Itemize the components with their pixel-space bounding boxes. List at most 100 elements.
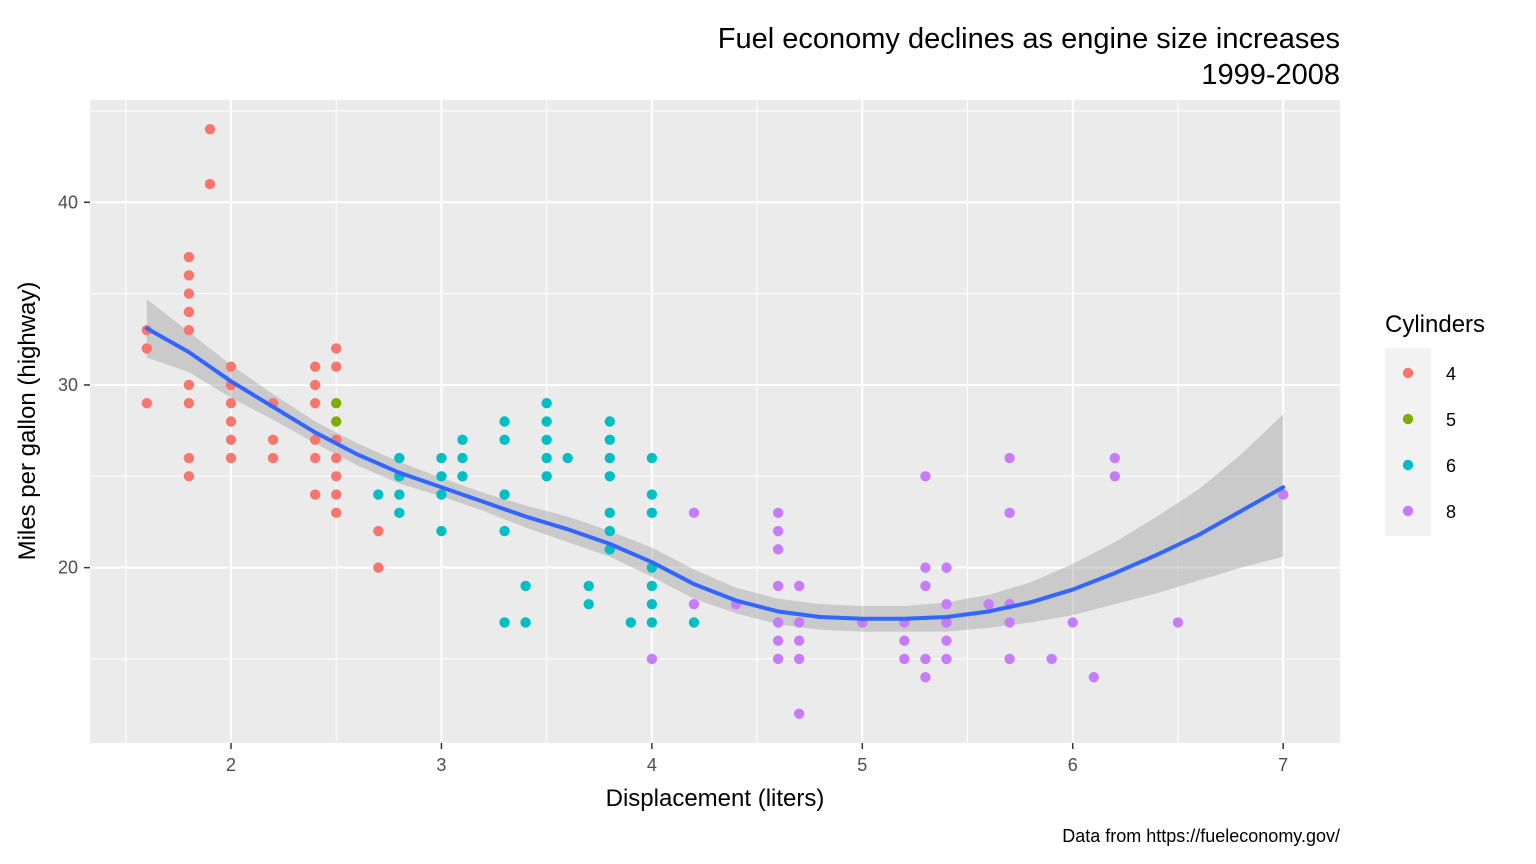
data-point-cyl-4 [225, 452, 237, 464]
legend-label-5: 5 [1446, 410, 1456, 430]
data-point-cyl-4 [267, 434, 279, 445]
data-point-cyl-4 [331, 489, 342, 500]
data-point-cyl-4 [331, 471, 342, 482]
data-point-cyl-6 [646, 580, 658, 592]
data-point-cyl-4 [204, 124, 216, 135]
data-point-cyl-4 [183, 452, 195, 464]
legend-title: Cylinders [1385, 311, 1485, 338]
chart-caption: Data from https://fueleconomy.gov/ [1062, 826, 1340, 846]
data-point-cyl-6 [541, 471, 552, 482]
data-point-cyl-8 [1109, 471, 1121, 482]
data-point-cyl-8 [899, 635, 910, 646]
data-point-cyl-4 [309, 398, 321, 409]
data-point-cyl-8 [793, 708, 805, 719]
data-point-cyl-6 [688, 617, 700, 628]
confidence-band [146, 299, 1284, 632]
data-point-cyl-8 [941, 653, 952, 665]
smooth-ribbon [146, 299, 1284, 632]
data-point-cyl-6 [604, 452, 615, 464]
smooth-line [144, 326, 1286, 621]
data-point-cyl-4 [309, 452, 321, 464]
data-point-cyl-4 [373, 525, 384, 537]
data-point-cyl-8 [941, 635, 952, 646]
data-point-cyl-4 [183, 379, 195, 391]
data-point-cyl-4 [331, 343, 342, 354]
data-point-cyl-8 [920, 653, 931, 665]
data-point-cyl-6 [457, 434, 468, 445]
data-point-cyl-6 [604, 525, 615, 537]
data-point-cyl-4 [225, 434, 237, 445]
data-point-cyl-6 [541, 398, 552, 409]
y-axis-title: Miles per gallon (highway) [14, 282, 41, 561]
data-point-cyl-8 [793, 653, 805, 665]
data-point-cyl-4 [331, 452, 342, 464]
chart-title: Fuel economy declines as engine size inc… [718, 23, 1340, 55]
legend-key-4 [1402, 367, 1414, 379]
data-point-cyl-8 [920, 672, 931, 683]
data-point-cyl-5 [331, 416, 342, 427]
data-point-cyl-4 [331, 507, 342, 519]
data-point-cyl-4 [225, 416, 237, 427]
data-point-cyl-8 [1004, 452, 1015, 464]
data-point-cyl-6 [625, 617, 637, 628]
data-point-cyl-6 [436, 452, 447, 464]
data-point-cyl-4 [183, 270, 195, 281]
y-axis: 20 30 40 [58, 192, 90, 578]
data-point-cyl-6 [646, 452, 658, 464]
data-point-cyl-8 [920, 580, 931, 592]
data-point-cyl-8 [1004, 653, 1015, 665]
smooth-trend-line [144, 326, 1286, 621]
points-layer [141, 124, 1289, 719]
data-point-cyl-6 [646, 507, 658, 519]
data-point-cyl-6 [499, 416, 510, 427]
data-point-cyl-4 [309, 434, 321, 445]
x-tick-label: 6 [1068, 755, 1078, 775]
y-tick-label: 40 [58, 192, 78, 212]
x-tick-label: 5 [857, 755, 867, 775]
data-point-cyl-8 [772, 525, 784, 537]
legend-key-background [1385, 348, 1431, 536]
data-point-cyl-4 [183, 398, 195, 409]
data-point-cyl-6 [499, 434, 510, 445]
y-tick-label: 20 [58, 558, 78, 578]
data-point-cyl-8 [1172, 617, 1184, 628]
data-point-cyl-8 [1004, 617, 1015, 628]
data-point-cyl-8 [772, 653, 784, 665]
legend-key-5 [1402, 413, 1414, 425]
data-point-cyl-8 [1067, 617, 1078, 628]
data-point-cyl-6 [373, 489, 384, 500]
chart-subtitle: 1999-2008 [1201, 59, 1340, 91]
data-point-cyl-8 [983, 598, 994, 610]
legend-key-6 [1402, 459, 1414, 471]
data-point-cyl-5 [331, 398, 342, 409]
data-point-cyl-8 [772, 635, 784, 646]
data-point-cyl-8 [1109, 452, 1121, 464]
legend-label-6: 6 [1446, 456, 1456, 476]
data-point-cyl-6 [394, 489, 405, 500]
legend-label-8: 8 [1446, 502, 1456, 522]
data-point-cyl-8 [793, 580, 805, 592]
data-point-cyl-6 [646, 489, 658, 500]
data-point-cyl-6 [436, 489, 447, 500]
data-point-cyl-6 [457, 471, 468, 482]
data-point-cyl-6 [394, 507, 405, 519]
data-point-cyl-6 [499, 617, 510, 628]
data-point-cyl-8 [772, 580, 784, 592]
data-point-cyl-6 [436, 525, 447, 537]
data-point-cyl-8 [920, 471, 931, 482]
data-point-cyl-8 [1004, 507, 1015, 519]
data-point-cyl-6 [646, 617, 658, 628]
x-tick-label: 2 [226, 755, 236, 775]
data-point-cyl-8 [793, 617, 805, 628]
data-point-cyl-6 [541, 452, 552, 464]
data-point-cyl-8 [941, 598, 952, 610]
data-point-cyl-8 [772, 544, 784, 555]
data-point-cyl-8 [646, 653, 658, 665]
data-point-cyl-4 [309, 489, 321, 500]
data-point-cyl-6 [604, 507, 615, 519]
data-point-cyl-4 [141, 398, 153, 409]
data-point-cyl-6 [499, 525, 510, 537]
legend: Cylinders 4 5 6 8 [1385, 311, 1485, 536]
x-axis-title: Displacement (liters) [606, 785, 825, 812]
x-tick-label: 4 [647, 755, 657, 775]
